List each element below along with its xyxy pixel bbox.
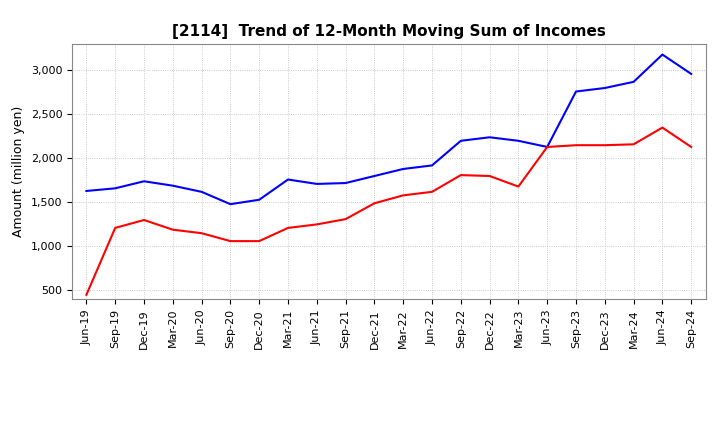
Ordinary Income <box>255 197 264 202</box>
Ordinary Income <box>687 71 696 77</box>
Ordinary Income <box>658 52 667 57</box>
Ordinary Income <box>197 189 206 194</box>
Net Income <box>428 189 436 194</box>
Ordinary Income <box>140 179 148 184</box>
Net Income <box>82 292 91 297</box>
Ordinary Income <box>284 177 292 182</box>
Ordinary Income <box>629 79 638 84</box>
Net Income <box>572 143 580 148</box>
Net Income <box>140 217 148 223</box>
Ordinary Income <box>312 181 321 187</box>
Ordinary Income <box>111 186 120 191</box>
Ordinary Income <box>341 180 350 186</box>
Line: Ordinary Income: Ordinary Income <box>86 55 691 204</box>
Net Income <box>370 201 379 206</box>
Net Income <box>456 172 465 178</box>
Net Income <box>226 238 235 244</box>
Net Income <box>255 238 264 244</box>
Net Income <box>543 144 552 150</box>
Ordinary Income <box>399 166 408 172</box>
Net Income <box>168 227 177 232</box>
Net Income <box>629 142 638 147</box>
Ordinary Income <box>82 188 91 194</box>
Net Income <box>399 193 408 198</box>
Ordinary Income <box>370 173 379 179</box>
Net Income <box>341 216 350 222</box>
Net Income <box>658 125 667 130</box>
Net Income <box>284 225 292 231</box>
Legend: Ordinary Income, Net Income: Ordinary Income, Net Income <box>229 439 549 440</box>
Net Income <box>111 225 120 231</box>
Ordinary Income <box>600 85 609 91</box>
Net Income <box>600 143 609 148</box>
Ordinary Income <box>543 144 552 150</box>
Net Income <box>687 144 696 150</box>
Ordinary Income <box>485 135 494 140</box>
Ordinary Income <box>428 163 436 168</box>
Ordinary Income <box>514 138 523 143</box>
Net Income <box>514 184 523 189</box>
Line: Net Income: Net Income <box>86 128 691 295</box>
Ordinary Income <box>456 138 465 143</box>
Title: [2114]  Trend of 12-Month Moving Sum of Incomes: [2114] Trend of 12-Month Moving Sum of I… <box>172 24 606 39</box>
Y-axis label: Amount (million yen): Amount (million yen) <box>12 106 25 237</box>
Ordinary Income <box>572 89 580 94</box>
Net Income <box>485 173 494 179</box>
Ordinary Income <box>226 202 235 207</box>
Net Income <box>312 222 321 227</box>
Ordinary Income <box>168 183 177 188</box>
Net Income <box>197 231 206 236</box>
